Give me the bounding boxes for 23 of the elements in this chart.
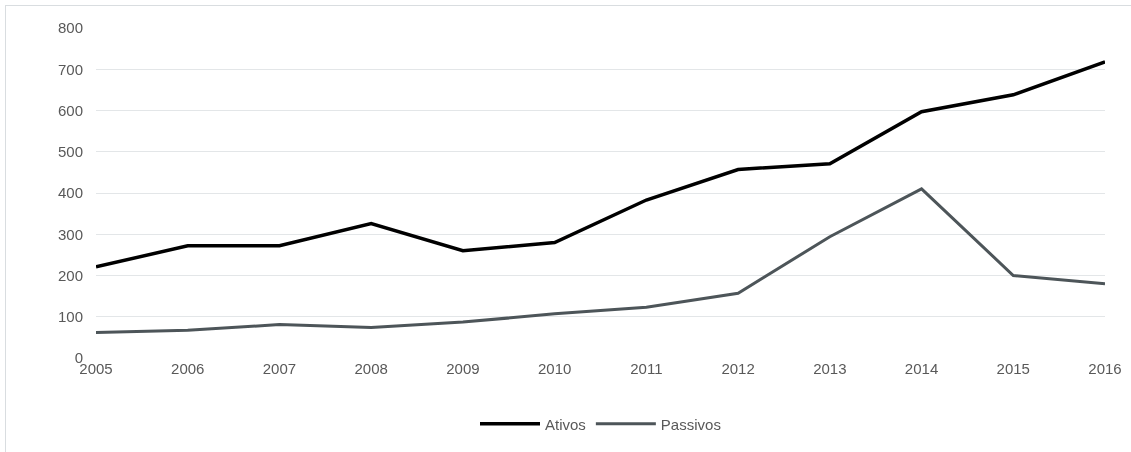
legend-label: Passivos: [660, 415, 721, 433]
x-tick-label: 2010: [537, 360, 572, 377]
y-tick-label: 500: [57, 143, 83, 160]
x-tick-label: 2006: [171, 360, 205, 377]
x-tick-label: 2009: [446, 360, 480, 377]
y-tick-label: 400: [57, 184, 83, 202]
x-tick-label: 2008: [354, 360, 388, 377]
line-series: [96, 187, 1105, 334]
y-tick-label: 200: [57, 266, 83, 284]
x-tick-label: 2015: [996, 360, 1030, 377]
x-tick-label: 2011: [630, 360, 663, 377]
legend-label: Ativos: [545, 415, 586, 433]
line-series: [96, 60, 1105, 269]
x-tick-label: 2016: [1088, 360, 1122, 377]
x-tick-label: 2014: [904, 360, 939, 377]
y-tick-label: 700: [57, 60, 83, 78]
x-tick-label: 2007: [262, 360, 297, 377]
y-tick-label: 300: [57, 225, 83, 243]
y-tick-label: 600: [57, 101, 83, 119]
x-tick-label: 2012: [721, 360, 755, 377]
y-tick-label: 800: [57, 19, 83, 37]
x-tick-label: 2013: [813, 360, 847, 377]
y-tick-label: 100: [57, 308, 83, 325]
